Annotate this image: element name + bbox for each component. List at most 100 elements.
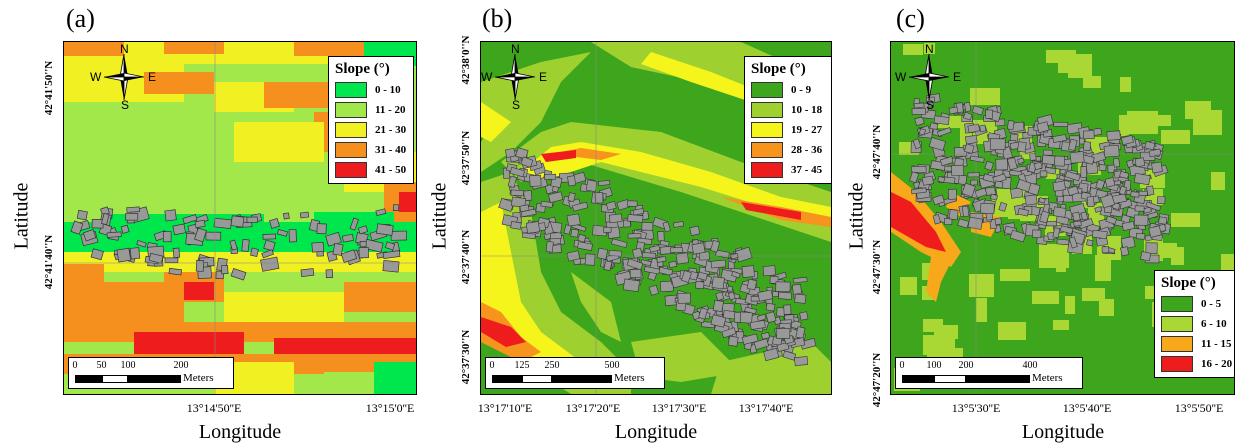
building-footprint	[744, 306, 757, 315]
slope-patch	[1053, 320, 1069, 330]
building-footprint	[525, 221, 541, 234]
building-footprint	[783, 304, 792, 315]
slope-patch	[1046, 50, 1076, 63]
scale-tick-label: 0	[72, 360, 78, 371]
compass-west: W	[895, 70, 907, 84]
building-footprint	[1086, 239, 1094, 247]
building-footprint	[250, 247, 259, 257]
panel-c-xtick-2: 13°5'40''E	[1062, 401, 1112, 415]
building-footprint	[507, 175, 517, 188]
building-footprint	[511, 196, 527, 208]
building-footprint	[695, 280, 705, 290]
slope-patch	[1056, 246, 1066, 272]
legend-label: 10 - 18	[791, 104, 823, 116]
panel-a-xtick-1: 13°14'50''E	[186, 401, 242, 415]
building-footprint	[341, 233, 354, 243]
building-footprint	[1157, 196, 1166, 205]
panel-a-x-axis-label: Longitude	[198, 421, 282, 443]
legend-item: 10 - 18	[751, 102, 825, 118]
scale-tick-label: 100	[926, 360, 942, 371]
building-footprint	[675, 252, 690, 265]
panel-c-legend-title: Slope (°)	[1161, 275, 1216, 291]
building-footprint	[549, 232, 562, 240]
legend-item: 0 - 10	[335, 82, 407, 98]
slope-patch	[1065, 296, 1075, 314]
building-footprint	[230, 215, 245, 228]
panel-b-ytick-4: 42°37'30''N	[460, 329, 472, 385]
slope-patch	[1082, 288, 1105, 301]
building-footprint	[1033, 161, 1043, 171]
building-footprint	[691, 242, 706, 255]
building-footprint	[727, 335, 739, 347]
slope-patch	[937, 325, 958, 339]
building-footprint	[82, 229, 97, 242]
building-footprint	[984, 160, 994, 171]
building-footprint	[577, 241, 593, 251]
building-footprint	[967, 172, 980, 178]
legend-swatch	[335, 142, 367, 158]
building-footprint	[914, 116, 925, 127]
building-footprint	[712, 299, 724, 313]
building-footprint	[1017, 157, 1025, 165]
building-footprint	[509, 166, 525, 178]
building-footprint	[1106, 130, 1121, 141]
panel-b-xtick-4: 13°17'40''E	[738, 401, 794, 415]
building-footprint	[989, 193, 999, 201]
building-footprint	[276, 228, 288, 237]
building-footprint	[711, 276, 725, 290]
building-footprint	[721, 327, 737, 339]
building-footprint	[1080, 166, 1087, 178]
scale-tick-label: 100	[120, 360, 136, 371]
legend-label: 28 - 36	[791, 144, 823, 156]
slope-patch	[923, 335, 935, 355]
legend-swatch	[335, 102, 367, 118]
scale-tick-label: 250	[544, 360, 560, 371]
building-footprint	[1148, 225, 1162, 238]
building-footprint	[195, 260, 205, 272]
building-footprint	[1101, 246, 1110, 254]
building-footprint	[563, 224, 572, 235]
building-footprint	[1056, 238, 1070, 246]
legend-item: 37 - 45	[751, 162, 825, 178]
slope-patch	[970, 88, 1000, 105]
building-footprint	[194, 227, 207, 243]
building-footprint	[283, 212, 290, 220]
slope-patch	[1000, 269, 1030, 281]
scale-units: Meters	[183, 372, 214, 384]
scale-tick-label: 400	[1022, 360, 1038, 371]
slope-patch	[1095, 255, 1111, 281]
legend-item: 31 - 40	[335, 142, 407, 158]
legend-label: 11 - 15	[1201, 338, 1232, 350]
building-footprint	[1007, 120, 1015, 131]
panel-c-x-axis-label: Longitude	[1021, 421, 1105, 443]
building-footprint	[520, 156, 534, 168]
legend-item: 28 - 36	[751, 142, 825, 158]
panel-b-legend-title: Slope (°)	[751, 61, 806, 77]
building-footprint	[608, 213, 623, 224]
legend-label: 21 - 30	[375, 124, 407, 136]
scale-tick-label: 200	[173, 360, 189, 371]
building-footprint	[657, 231, 665, 242]
compass-east: E	[148, 70, 157, 84]
building-footprint	[632, 247, 643, 259]
building-footprint	[1072, 211, 1081, 222]
slope-patch	[1185, 101, 1211, 119]
slope-patch	[1032, 291, 1059, 304]
legend-label: 6 - 10	[1201, 318, 1227, 330]
building-footprint	[605, 201, 617, 211]
building-footprint	[994, 217, 1002, 225]
legend-swatch	[1161, 316, 1193, 332]
panel-a-letter: (a)	[66, 4, 95, 33]
panel-a-ytick-2: 42°41'40''N	[43, 234, 55, 290]
slope-patch	[969, 274, 994, 297]
building-footprint	[1039, 210, 1050, 224]
building-footprint	[316, 223, 327, 235]
building-footprint	[522, 232, 536, 240]
compass-east: E	[953, 70, 962, 84]
building-footprint	[1073, 220, 1082, 227]
building-footprint	[989, 138, 1006, 151]
building-footprint	[288, 229, 297, 243]
panel-a-legend: Slope (°) 0 - 10 11 - 20 21 - 30 31 - 40 41 …	[328, 56, 414, 184]
scale-tick-label: 125	[514, 360, 530, 371]
scale-units: Meters	[614, 372, 645, 384]
